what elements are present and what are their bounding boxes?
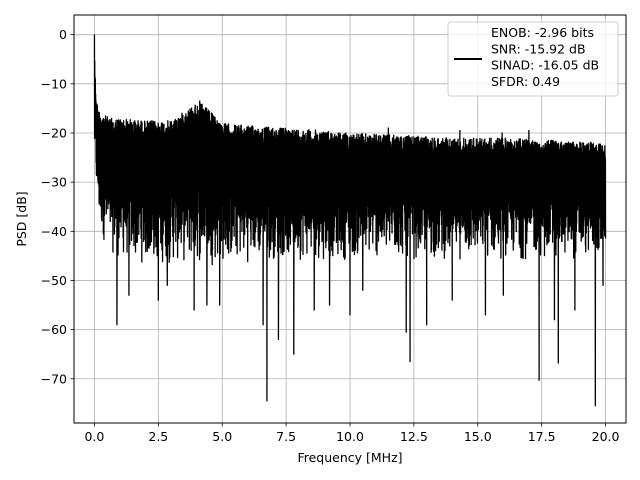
y-axis-label: PSD [dB]	[14, 191, 29, 246]
legend-sfdr: SFDR: 0.49	[491, 74, 560, 89]
y-tick-label: −30	[41, 175, 67, 190]
y-tick-label: −20	[41, 125, 67, 140]
x-tick-label: 12.5	[400, 429, 428, 444]
y-axis: 0 −10 −20 −30 −40 −50 −60 −70	[41, 27, 74, 386]
legend-enob: ENOB: -2.96 bits	[491, 25, 594, 40]
legend: ENOB: -2.96 bits SNR: -15.92 dB SINAD: -…	[447, 21, 619, 97]
y-tick-label: −70	[41, 371, 67, 386]
legend-sinad: SINAD: -16.05 dB	[491, 58, 599, 73]
x-tick-label: 17.5	[528, 429, 556, 444]
legend-snr: SNR: -15.92 dB	[491, 41, 586, 56]
y-tick-label: −50	[41, 273, 67, 288]
psd-trace	[93, 34, 607, 407]
x-tick-label: 0.0	[84, 429, 104, 444]
x-axis: 0.0 2.5 5.0 7.5 10.0 12.5 15.0 17.5 20.0	[84, 423, 620, 444]
y-tick-label: −60	[41, 322, 67, 337]
x-tick-label: 20.0	[592, 429, 620, 444]
x-tick-label: 7.5	[276, 429, 296, 444]
x-axis-label: Frequency [MHz]	[297, 450, 402, 465]
x-tick-label: 15.0	[464, 429, 492, 444]
x-tick-label: 2.5	[148, 429, 168, 444]
y-tick-label: 0	[59, 27, 67, 42]
x-tick-label: 5.0	[212, 429, 232, 444]
legend-box	[447, 21, 619, 97]
x-tick-label: 10.0	[336, 429, 364, 444]
y-tick-label: −40	[41, 224, 67, 239]
psd-series	[93, 34, 607, 407]
y-tick-label: −10	[41, 76, 67, 91]
